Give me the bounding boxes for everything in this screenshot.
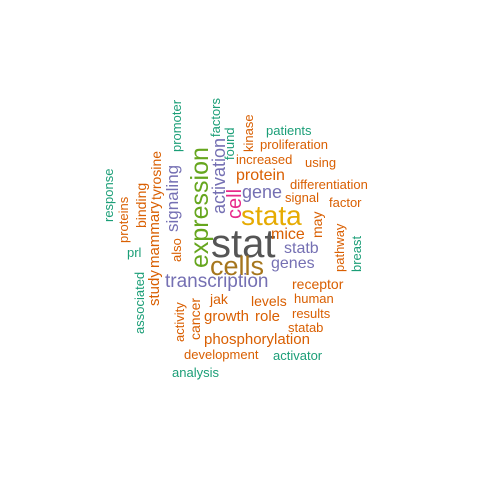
word-activator: activator <box>273 348 323 363</box>
word-levels: levels <box>251 293 287 309</box>
word-may: may <box>309 211 325 238</box>
word-stata: stata <box>241 200 302 231</box>
word-found: found <box>222 127 237 160</box>
word-differentiation: differentiation <box>290 177 368 192</box>
word-increased: increased <box>236 152 293 167</box>
word-signal: signal <box>285 190 319 205</box>
word-patients: patients <box>266 123 312 138</box>
word-genes: genes <box>271 255 315 272</box>
word-proliferation: proliferation <box>260 137 328 152</box>
word-prl: prl <box>127 245 142 260</box>
word-using: using <box>305 155 337 170</box>
word-growth: growth <box>204 308 250 325</box>
word-receptor: receptor <box>292 276 344 292</box>
word-factor: factor <box>329 195 362 210</box>
word-development: development <box>184 347 259 362</box>
word-mammary: mammary <box>146 201 163 268</box>
word-promoter: promoter <box>169 99 184 152</box>
word-response: response <box>101 168 116 222</box>
word-binding: binding <box>133 182 149 228</box>
word-phosphorylation: phosphorylation <box>204 331 310 348</box>
word-pathway: pathway <box>332 223 347 272</box>
word-proteins: proteins <box>116 196 131 243</box>
word-breast: breast <box>349 235 364 272</box>
word-stat: stat <box>211 222 276 266</box>
word-kinase: kinase <box>241 114 256 152</box>
word-tyrosine: tyrosine <box>148 150 164 200</box>
word-analysis: analysis <box>172 365 219 380</box>
word-signaling: signaling <box>163 164 182 232</box>
word-associated: associated <box>132 271 147 334</box>
word-results: results <box>292 306 331 321</box>
word-factors: factors <box>208 97 223 137</box>
word-protein: protein <box>236 167 285 184</box>
word-mice: mice <box>271 226 305 243</box>
word-activity: activity <box>172 302 187 342</box>
word-jak: jak <box>210 291 228 307</box>
word-statb: statb <box>284 240 319 257</box>
word-cancer: cancer <box>187 297 203 340</box>
word-human: human <box>294 291 334 306</box>
word-transcription: transcription <box>165 271 269 292</box>
word-statab: statab <box>288 320 324 335</box>
word-cells: cells <box>210 251 265 281</box>
word-also: also <box>169 238 184 262</box>
word-role: role <box>255 308 281 325</box>
word-gene: gene <box>242 182 283 202</box>
word-study: study <box>146 270 163 306</box>
